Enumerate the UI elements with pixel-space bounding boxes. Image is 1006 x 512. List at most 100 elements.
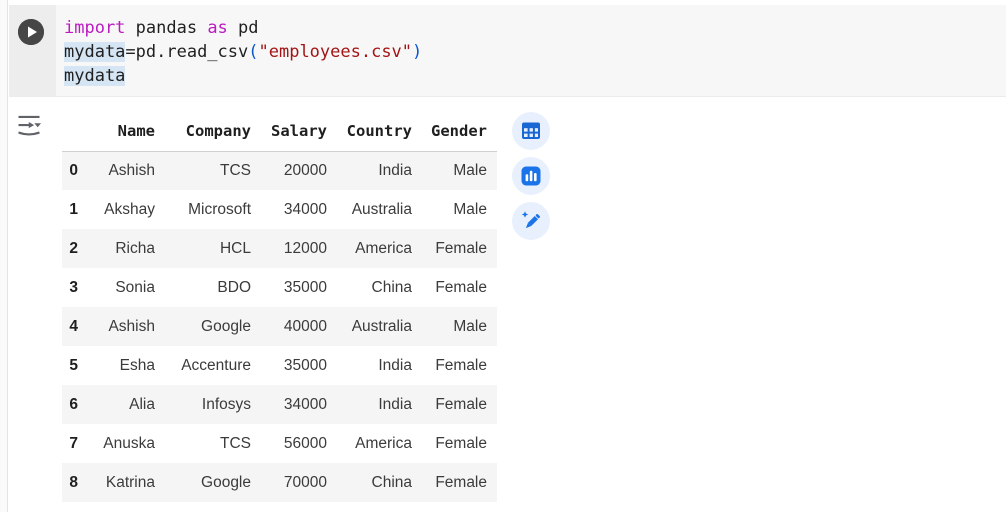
table-cell: India bbox=[337, 151, 422, 190]
row-index: 6 bbox=[62, 385, 88, 424]
table-cell: China bbox=[337, 463, 422, 502]
table-cell: Google bbox=[165, 307, 261, 346]
table-row: 8 Katrina Google 70000 China Female bbox=[62, 463, 497, 502]
table-cell: Akshay bbox=[104, 200, 155, 218]
table-cell: Male bbox=[422, 307, 497, 346]
suggest-charts-icon bbox=[521, 166, 541, 186]
notebook-left-gutter bbox=[0, 0, 8, 512]
code-cell: import pandas as pd mydata=pd.read_csv("e… bbox=[9, 5, 1006, 97]
code-line-1: mydata=pd.read_csv("employees.csv") bbox=[64, 40, 1006, 64]
table-cell: Australia bbox=[337, 307, 422, 346]
table-cell: TCS bbox=[165, 151, 261, 190]
table-cell: Ashish bbox=[88, 307, 165, 346]
table-cell: China bbox=[371, 278, 413, 296]
index-column-header bbox=[62, 112, 88, 152]
column-header: Gender bbox=[422, 112, 497, 152]
output-options-icon bbox=[18, 115, 42, 136]
table-row: 4 Ashish Google 40000 Australia Male bbox=[62, 307, 497, 346]
table-cell: Infosys bbox=[165, 385, 261, 424]
row-index: 0 bbox=[62, 151, 88, 190]
table-row: 5 Esha Accenture 35000 India Female bbox=[62, 346, 497, 385]
row-index: 4 bbox=[62, 307, 88, 346]
table-cell: 20000 bbox=[261, 151, 337, 190]
table-cell: 70000 bbox=[261, 463, 337, 502]
highlighted-token: mydata bbox=[64, 66, 126, 86]
table-row: 2 Richa HCL 12000 America Female bbox=[62, 229, 497, 268]
table-row: 0 Ashish TCS 20000 India Male bbox=[62, 151, 497, 190]
code-token: ( bbox=[248, 42, 259, 62]
table-cell: Esha bbox=[119, 356, 155, 374]
table-cell: Australia bbox=[351, 200, 412, 218]
table-cell: Richa bbox=[88, 229, 165, 268]
table-cell: Ashish bbox=[88, 151, 165, 190]
table-row: 7 Anuska TCS 56000 America Female bbox=[62, 424, 497, 463]
table-cell: Female bbox=[435, 356, 487, 374]
generate-code-magic-pencil-icon bbox=[521, 211, 541, 229]
code-line-0: import pandas as pd bbox=[64, 16, 1006, 40]
row-index: 3 bbox=[69, 278, 78, 296]
table-cell: America bbox=[337, 229, 422, 268]
dataframe-header: Name Company Salary Country Gender bbox=[62, 112, 497, 152]
table-cell: Alia bbox=[88, 385, 165, 424]
table-cell: Female bbox=[422, 229, 497, 268]
table-cell: HCL bbox=[165, 229, 261, 268]
code-cell-gutter bbox=[9, 5, 56, 96]
column-header: Company bbox=[165, 112, 261, 152]
table-cell: Male bbox=[453, 200, 487, 218]
output-action-buttons bbox=[512, 112, 550, 240]
suggest-charts-button[interactable] bbox=[512, 157, 550, 195]
code-line-2: mydata bbox=[64, 64, 1006, 88]
table-cell: America bbox=[355, 434, 412, 452]
interactive-table-icon bbox=[522, 122, 540, 139]
output-options-button[interactable] bbox=[13, 110, 45, 142]
table-cell: 34000 bbox=[261, 385, 337, 424]
column-header: Name bbox=[88, 112, 165, 152]
table-cell: BDO bbox=[217, 278, 251, 296]
table-row: 3 Sonia BDO 35000 China Female bbox=[62, 268, 497, 307]
table-cell: 12000 bbox=[261, 229, 337, 268]
code-token: pandas bbox=[125, 18, 208, 38]
highlighted-token: mydata bbox=[64, 42, 126, 62]
table-cell: 35000 bbox=[283, 278, 327, 296]
dataframe-table: Name Company Salary Country Gender 0 Ashish TC… bbox=[62, 112, 497, 502]
table-cell: Accenture bbox=[181, 356, 251, 374]
row-index: 7 bbox=[69, 434, 78, 452]
table-cell: TCS bbox=[220, 434, 251, 452]
table-cell: 35000 bbox=[283, 356, 327, 374]
table-cell: Anuska bbox=[103, 434, 155, 452]
code-token: ) bbox=[412, 42, 423, 62]
generate-code-button[interactable] bbox=[512, 202, 550, 240]
table-cell: India bbox=[378, 356, 412, 374]
row-index: 5 bbox=[69, 356, 78, 374]
table-cell: 56000 bbox=[283, 434, 327, 452]
row-index: 1 bbox=[69, 200, 78, 218]
table-cell: Female bbox=[422, 463, 497, 502]
row-index: 2 bbox=[62, 229, 88, 268]
table-cell: India bbox=[337, 385, 422, 424]
run-cell-button[interactable] bbox=[18, 19, 44, 45]
code-editor[interactable]: import pandas as pd mydata=pd.read_csv("e… bbox=[56, 5, 1006, 96]
table-cell: Microsoft bbox=[188, 200, 251, 218]
interactive-table-button[interactable] bbox=[512, 112, 550, 150]
table-cell: 34000 bbox=[283, 200, 327, 218]
table-cell: Sonia bbox=[115, 278, 155, 296]
code-token: as bbox=[207, 18, 228, 38]
play-icon bbox=[18, 19, 44, 45]
table-row: 6 Alia Infosys 34000 India Female bbox=[62, 385, 497, 424]
table-cell: 40000 bbox=[261, 307, 337, 346]
table-cell: Female bbox=[422, 385, 497, 424]
code-token: =pd.read_csv bbox=[125, 42, 249, 62]
code-token: "employees.csv" bbox=[258, 42, 413, 62]
table-cell: Female bbox=[435, 434, 487, 452]
code-token: pd bbox=[227, 18, 259, 38]
column-header: Country bbox=[337, 112, 422, 152]
table-row: 1 Akshay Microsoft 34000 Australia Male bbox=[62, 190, 497, 229]
column-header: Salary bbox=[261, 112, 337, 152]
table-cell: Google bbox=[165, 463, 261, 502]
table-cell: Female bbox=[435, 278, 487, 296]
row-index: 8 bbox=[62, 463, 88, 502]
code-token: import bbox=[64, 18, 126, 38]
table-cell: Katrina bbox=[88, 463, 165, 502]
table-cell: Male bbox=[422, 151, 497, 190]
